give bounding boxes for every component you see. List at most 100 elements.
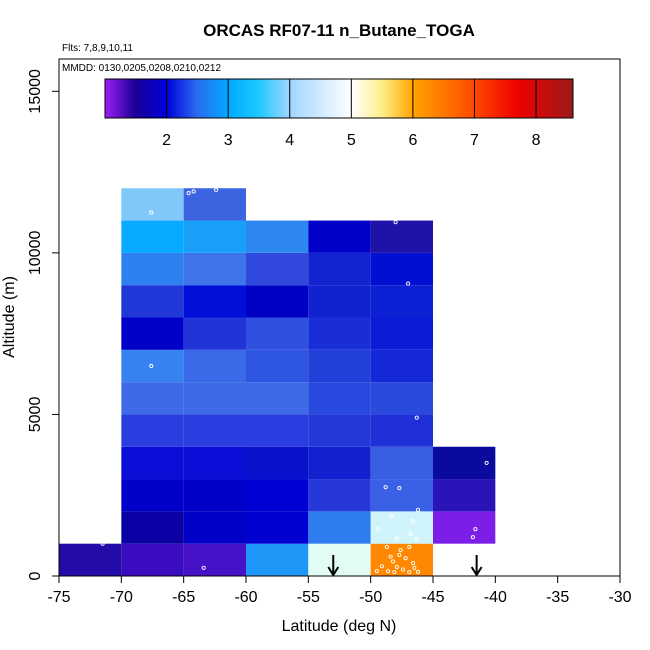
heatmap-cell (183, 446, 246, 480)
x-tick-label: -30 (608, 589, 631, 606)
dates-note: MMDD: 0130,0205,0208,0210,0212 (62, 63, 221, 74)
colorbar-tick-label: 5 (347, 132, 356, 149)
heatmap-cell (370, 382, 433, 415)
data-point (415, 507, 421, 512)
heatmap-cell (183, 285, 246, 318)
data-point (408, 531, 413, 537)
heatmap-cell (246, 349, 309, 383)
data-point (397, 486, 402, 491)
heatmap-cell (308, 446, 371, 480)
heatmap-cell (121, 511, 184, 544)
heatmap-cell (308, 382, 371, 415)
data-point (401, 567, 406, 572)
x-tick-label: -55 (297, 589, 320, 606)
heatmap-cells (59, 188, 496, 576)
data-point (391, 559, 396, 564)
heatmap-cell (433, 479, 496, 512)
heatmap-cell (121, 188, 184, 221)
heatmap-cell (183, 479, 246, 512)
data-point (411, 519, 416, 524)
data-point (403, 556, 408, 561)
heatmap-cell (121, 317, 184, 350)
heatmap-cell (246, 414, 309, 447)
data-point (470, 535, 475, 540)
heatmap-cell (370, 220, 433, 253)
heatmap-cell (59, 543, 122, 576)
data-point (407, 544, 412, 549)
x-tick-label: -65 (172, 589, 195, 606)
heatmap-cell (370, 349, 433, 383)
heatmap-cell (121, 252, 184, 286)
data-point (374, 569, 379, 574)
heatmap-cell (246, 479, 309, 512)
chart-title: ORCAS RF07-11 n_Butane_TOGA (203, 21, 475, 40)
data-point (388, 554, 393, 559)
heatmap-cell (246, 382, 309, 415)
y-tick-label: 0 (27, 571, 44, 580)
heatmap-cell (183, 543, 246, 576)
heatmap-cell (308, 479, 371, 512)
observation-points (94, 187, 489, 575)
heatmap-cell (370, 317, 433, 350)
data-point (394, 536, 399, 541)
plot-frame (58, 58, 621, 577)
heatmap-cell (370, 446, 433, 480)
heatmap-cell (246, 543, 309, 576)
data-point (186, 191, 191, 196)
heatmap-cell (433, 446, 496, 480)
heatmap-cell (370, 511, 433, 544)
heatmap-cell (246, 511, 309, 544)
colorbar-tick-label: 3 (224, 132, 233, 149)
y-tick-label: 10000 (27, 231, 44, 276)
colorbar-tick-label: 6 (408, 132, 417, 149)
x-tick-label: -60 (234, 589, 257, 606)
heatmap-cell (183, 511, 246, 544)
heatmap-cell (183, 188, 246, 221)
data-point (415, 569, 421, 574)
data-point (376, 527, 381, 532)
flights-note: Flts: 7,8,9,10,11 (62, 43, 133, 54)
heatmap-cell (308, 511, 371, 544)
heatmap-cell (183, 252, 246, 286)
heatmap-cell (121, 220, 184, 253)
colorbar-gradient (104, 78, 574, 119)
data-point (201, 565, 206, 570)
data-point (392, 570, 397, 575)
heatmap-cell (183, 220, 246, 253)
data-point (412, 565, 417, 570)
heatmap-cell (246, 446, 309, 480)
data-point (414, 536, 419, 541)
heatmap-cell (246, 220, 309, 253)
colorbar-tick-label: 2 (162, 132, 171, 149)
heatmap-cell (370, 479, 433, 512)
data-point (473, 527, 478, 532)
heatmap-cell (121, 446, 184, 480)
data-point (379, 564, 384, 569)
location-arrow (327, 554, 340, 577)
data-point (398, 548, 403, 553)
heatmap-cell (308, 220, 371, 253)
heatmap-cell (183, 349, 246, 383)
heatmap-cell (308, 285, 371, 318)
data-point (191, 189, 196, 194)
colorbar: 2 3 4 5 6 7 8 (104, 78, 574, 149)
heatmap-cell (246, 317, 309, 350)
heatmap-cell (370, 285, 433, 318)
x-tick-label: -50 (359, 589, 382, 606)
data-point (397, 552, 402, 558)
heatmap-cell (121, 479, 184, 512)
location-arrows (327, 554, 483, 577)
data-point (149, 210, 154, 215)
colorbar-tick-label: 8 (532, 132, 541, 149)
data-point (383, 485, 388, 490)
heatmap-cell (308, 349, 371, 383)
data-point (384, 544, 389, 549)
data-point (214, 187, 219, 192)
colorbar-tick-label: 7 (470, 132, 479, 149)
heatmap-cell (370, 252, 433, 286)
heatmap-cell (433, 511, 496, 544)
y-tick-label: 15000 (27, 69, 44, 114)
x-tick-label: -35 (546, 589, 569, 606)
data-point (394, 564, 399, 570)
x-tick-label: -40 (484, 589, 507, 606)
